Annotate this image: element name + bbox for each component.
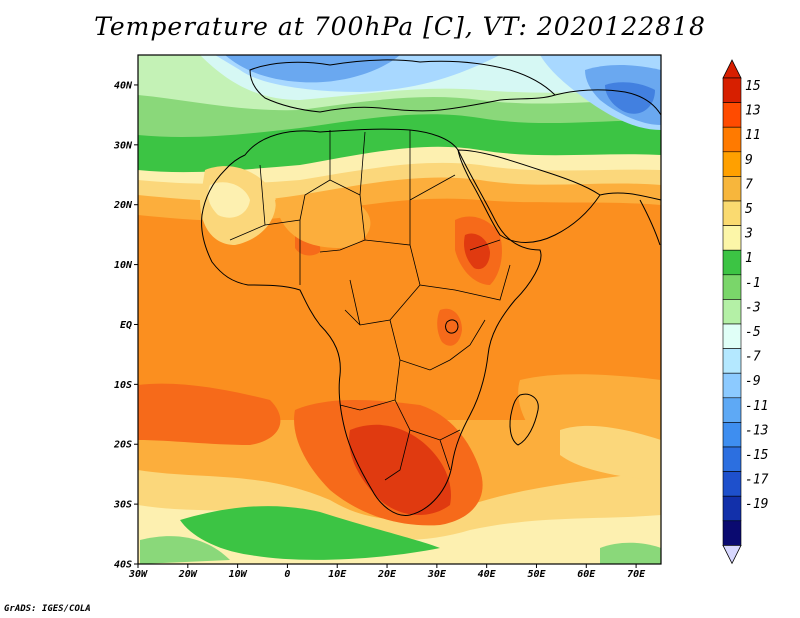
colorbar-bottom-arrow [722,545,742,565]
country-borders [229,130,511,481]
field-east-africa-deepred [464,233,490,270]
colorbar-label: 11 [745,128,761,143]
lat-tick-label: 10N [114,260,133,271]
field-sahara-lightorange [275,197,371,248]
lat-tick-label: EQ [120,320,132,331]
india-outline [639,199,661,246]
field-lakes-redorange [437,308,462,346]
colorbar-label: -3 [745,300,761,315]
colorbar-segment [722,274,742,300]
colorbar-label: -1 [745,276,761,291]
lon-tick-label: 30W [128,569,148,580]
lon-tick-label: 30E [427,569,447,580]
colorbar-label: -13 [745,423,768,438]
colorbar-segment [722,225,742,251]
colorbar-segment [722,249,742,276]
colorbar-segment [722,520,742,546]
colorbar-label: 7 [745,177,753,192]
lon-tick-label: 40E [478,569,497,580]
colorbar-label: 1 [745,251,753,266]
colorbar-segment [722,126,742,153]
lon-tick-label: 10W [229,569,248,580]
lon-tick-label: 60E [577,569,596,580]
longitude-axis: 30W 20W 10W 0 10E 20E 30E 40E 50E 60E 70E [128,564,646,580]
colorbar-label: -11 [745,399,768,414]
grads-credit: GrADS: IGES/COLA [4,604,91,614]
colorbar-segment [722,77,742,103]
colorbar-label: 15 [745,79,761,94]
arabia-outline [457,149,601,243]
colorbar-label: -19 [745,497,768,512]
lon-tick-label: 50E [527,569,546,580]
lat-tick-label: 40S [114,560,132,571]
colorbar-top-arrow [722,59,742,79]
madagascar-outline [509,393,539,446]
lon-tick-label: 70E [627,569,646,580]
colorbar-segment [722,422,742,448]
colorbar-segment [722,299,742,325]
field-south-green-east [600,542,661,564]
lat-tick-label: 10S [114,380,132,391]
colorbar-segment [722,397,742,423]
map-title: Temperature at 700hPa [C], VT: 202012281… [94,12,706,41]
colorbar-label: 9 [745,153,753,168]
colorbar-segment [722,372,742,399]
coastlines [201,59,661,516]
lon-tick-label: 20E [377,569,397,580]
colorbar-segment [722,200,742,226]
lon-tick-label: 10E [328,569,347,580]
lat-tick-label: 30S [113,500,132,511]
lat-tick-label: 30N [113,140,133,151]
colorbar-label: -17 [745,473,769,488]
colorbar-segment [722,176,742,202]
colorbar-label: 13 [745,104,761,119]
lat-tick-label: 40N [114,80,133,91]
colorbar-label: -9 [745,374,761,389]
lat-tick-label: 20N [113,200,133,211]
colorbar-segment [722,446,742,472]
field-southwest-redorange [138,383,281,445]
europe-outline [249,59,556,113]
asia-outline [554,89,661,201]
latitude-axis: 40N 30N 20N 10N EQ 10S 20S 30S 40S [113,80,138,571]
plot-frame [137,54,662,565]
colorbar-segment [722,471,742,497]
colorbar-segment [722,348,742,374]
colorbar-label: 5 [745,202,753,217]
field-south-lightgreen [140,536,230,564]
colorbar-label: -7 [745,350,761,365]
colorbar-segment [722,323,742,349]
field-northeast-darkblue [605,82,655,114]
field-madagascar-paleyellow [560,425,661,480]
colorbar-label: -5 [745,325,761,340]
lon-tick-label: 20W [178,569,198,580]
lat-tick-label: 20S [113,440,132,451]
colorbar-segment [722,495,742,522]
field-sahara-cream [208,182,250,218]
field-south-green [180,506,440,560]
colorbar-label: -15 [745,448,769,463]
colorbar-segment [722,151,742,177]
lon-tick-label: 0 [284,569,290,580]
colorbar-label: 3 [744,227,753,242]
colorbar: 15 13 11 9 7 5 3 1 -1 -3 -5 -7 -9 -11 -13 -15 -17 -19 [722,59,769,565]
colorbar-segment [722,102,742,128]
lake-victoria [445,319,459,334]
